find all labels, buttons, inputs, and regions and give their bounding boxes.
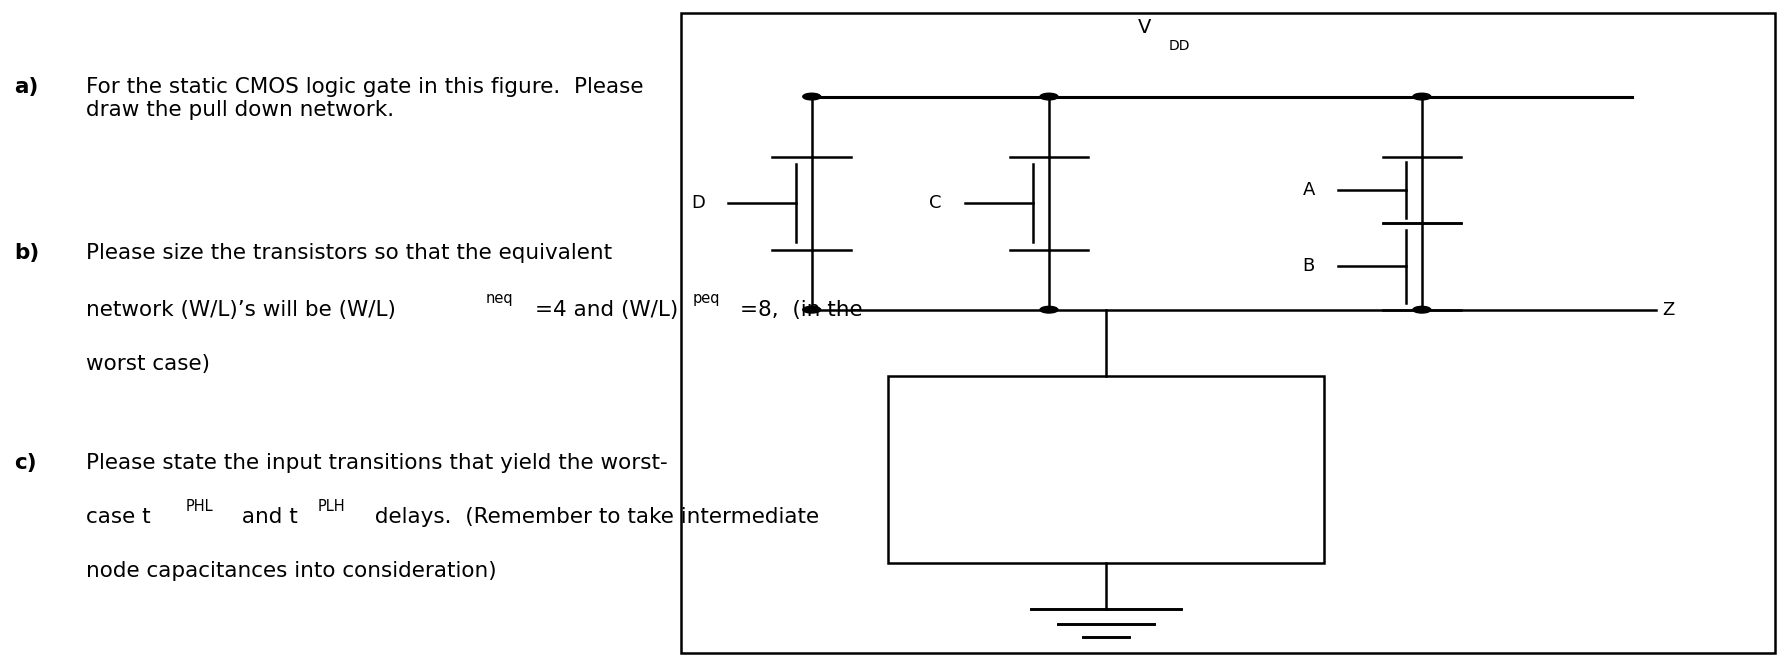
Text: PLH: PLH [318, 499, 344, 514]
Circle shape [1413, 306, 1431, 313]
Text: For the static CMOS logic gate in this figure.  Please
draw the pull down networ: For the static CMOS logic gate in this f… [86, 77, 644, 120]
Text: Please state the input transitions that yield the worst-: Please state the input transitions that … [86, 453, 667, 473]
Text: PHL: PHL [186, 499, 212, 514]
Text: B: B [1302, 257, 1315, 276]
Circle shape [1040, 306, 1058, 313]
Circle shape [803, 93, 821, 100]
Text: delays.  (Remember to take intermediate: delays. (Remember to take intermediate [368, 507, 819, 527]
Text: D: D [690, 194, 705, 212]
Text: network (W/L)’s will be (W/L): network (W/L)’s will be (W/L) [86, 300, 396, 320]
Text: C: C [929, 194, 942, 212]
Text: c): c) [14, 453, 37, 473]
Circle shape [1413, 93, 1431, 100]
Text: DD: DD [1169, 39, 1190, 53]
Text: V: V [1138, 17, 1151, 37]
Text: and t: and t [235, 507, 298, 527]
Text: neq: neq [485, 291, 512, 306]
Text: a): a) [14, 77, 39, 97]
Bar [681, 13, 1775, 653]
Text: node capacitances into consideration): node capacitances into consideration) [86, 561, 496, 581]
Circle shape [803, 306, 821, 313]
Text: =8,  (in the: =8, (in the [740, 300, 863, 320]
Bar [888, 376, 1324, 563]
Text: b): b) [14, 243, 39, 263]
Text: Please size the transistors so that the equivalent: Please size the transistors so that the … [86, 243, 612, 263]
Circle shape [1040, 93, 1058, 100]
Text: peq: peq [692, 291, 719, 306]
Text: A: A [1302, 180, 1315, 199]
Text: =4 and (W/L): =4 and (W/L) [535, 300, 678, 320]
Text: worst case): worst case) [86, 354, 211, 374]
Text: case t: case t [86, 507, 150, 527]
Text: Z: Z [1663, 300, 1675, 319]
